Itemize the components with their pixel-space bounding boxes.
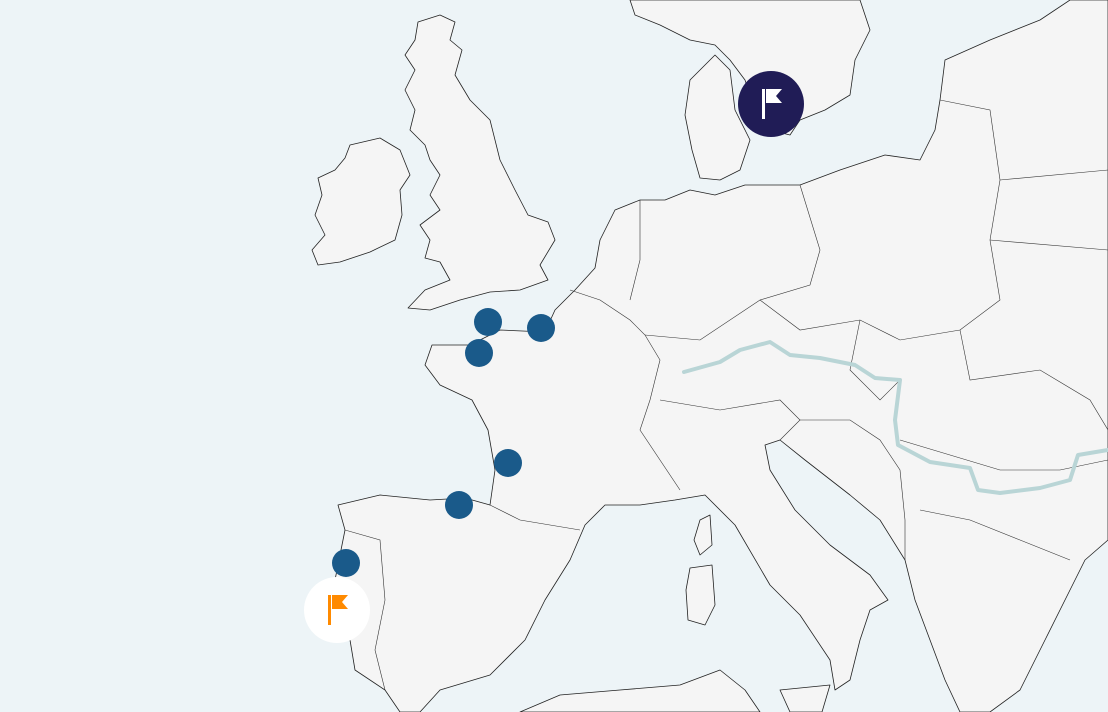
location-marker[interactable] [527, 314, 555, 342]
flag-marker-circle [304, 577, 370, 643]
location-marker[interactable] [474, 308, 502, 336]
location-dot [494, 449, 522, 477]
flag-marker[interactable] [304, 577, 370, 643]
location-dot [332, 549, 360, 577]
location-dot [527, 314, 555, 342]
location-marker[interactable] [332, 549, 360, 577]
location-marker[interactable] [465, 339, 493, 367]
country-borders [344, 99, 1108, 691]
flag-marker[interactable] [738, 71, 804, 137]
denmark [684, 54, 751, 181]
danube-river [682, 340, 1108, 495]
location-marker[interactable] [445, 491, 473, 519]
north-africa [519, 669, 761, 712]
land [311, 0, 1108, 712]
location-dot [445, 491, 473, 519]
location-dot [465, 339, 493, 367]
corsica [693, 514, 713, 556]
great-britain [404, 14, 556, 311]
flag-icon [762, 89, 782, 119]
location-marker[interactable] [494, 449, 522, 477]
location-dot [474, 308, 502, 336]
markers-layer [304, 71, 804, 643]
sicily [779, 684, 831, 712]
flag-marker-circle [738, 71, 804, 137]
sardinia [685, 564, 716, 626]
continent [334, 0, 1108, 712]
ireland [311, 137, 411, 266]
flag-icon [328, 595, 348, 625]
